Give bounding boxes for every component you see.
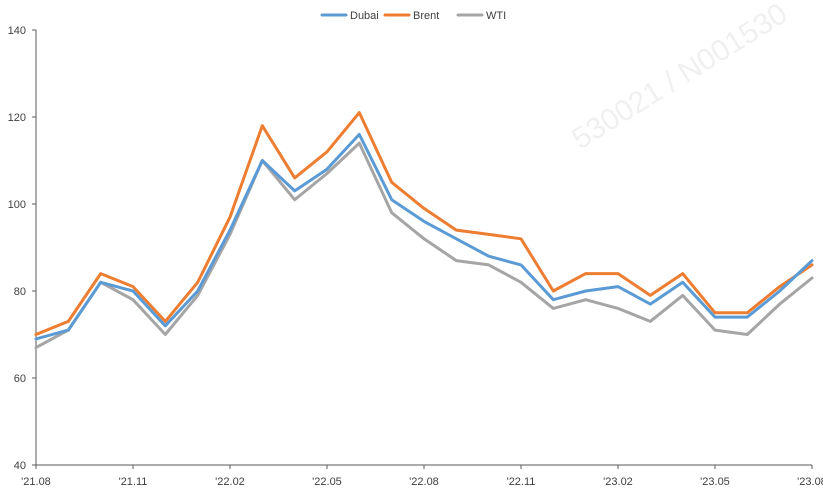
y-tick-label: 40 xyxy=(14,460,26,472)
legend-item-wti: WTI xyxy=(456,10,506,22)
series-line-brent xyxy=(34,111,814,336)
legend-label: Brent xyxy=(413,10,439,22)
x-tick-label: '21.08 xyxy=(21,476,51,488)
x-tick-label: '22.08 xyxy=(409,476,439,488)
legend-item-dubai: Dubai xyxy=(320,10,379,22)
y-tick-label: 120 xyxy=(8,112,26,124)
legend-label: Dubai xyxy=(350,10,379,22)
y-tick-label: 140 xyxy=(8,25,26,37)
x-tick-label: '22.11 xyxy=(507,476,536,488)
watermark-text: 530021 / N001530 xyxy=(566,0,793,156)
legend-label: WTI xyxy=(486,10,506,22)
x-tick-label: '22.05 xyxy=(312,476,342,488)
y-tick-label: 60 xyxy=(14,373,26,385)
x-tick-label: '21.11 xyxy=(119,476,148,488)
legend: Dubai Brent WTI xyxy=(320,10,506,22)
series-lines xyxy=(34,111,814,350)
legend-item-brent: Brent xyxy=(383,10,439,22)
x-tick-label: '23.02 xyxy=(603,476,633,488)
x-tick-label: '22.02 xyxy=(215,476,245,488)
series-line-wti xyxy=(34,141,814,350)
x-tick-label: '23.08 xyxy=(797,476,823,488)
y-tick-label: 80 xyxy=(14,286,26,298)
y-tick-label: 100 xyxy=(8,199,26,211)
axes: 40 60 80 100 120 140 '21.08 '21.11 '22.02 '22.05 '… xyxy=(8,25,823,488)
x-tick-label: '23.05 xyxy=(700,476,730,488)
series-line-dubai xyxy=(34,132,814,341)
